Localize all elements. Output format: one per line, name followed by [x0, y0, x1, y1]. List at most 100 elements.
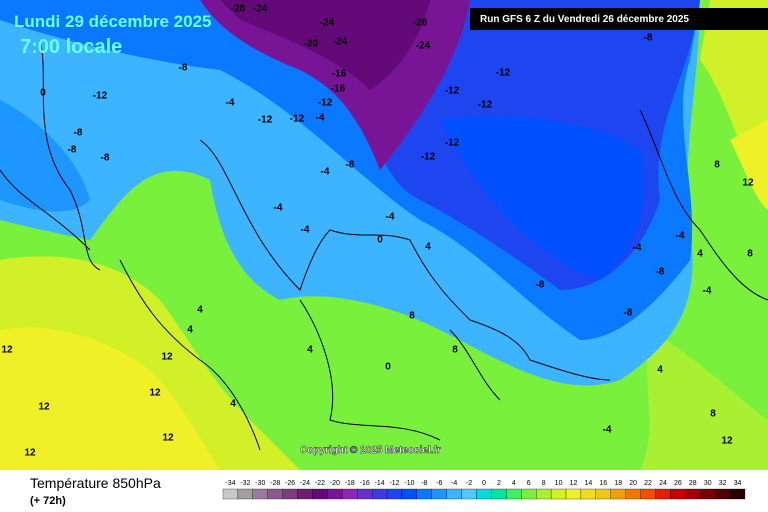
scale-swatch — [252, 488, 268, 500]
scale-swatch — [521, 488, 537, 500]
scale-swatch — [431, 488, 447, 500]
scale-swatch — [595, 488, 611, 500]
scale-label: -14 — [375, 480, 385, 487]
contour-label: 12 — [24, 448, 36, 459]
contour-label: -4 — [633, 243, 642, 254]
contour-label: -16 — [331, 84, 346, 95]
contour-label: -12 — [318, 98, 333, 109]
contour-labels: -28 -24-24-20 -24-28-24-16-16-8-120-8-8-8-… — [1, 4, 754, 459]
forecast-time: 7:00 locale — [20, 36, 122, 58]
contour-label: 12 — [721, 436, 733, 447]
contour-label: -28 — [413, 18, 428, 29]
contour-label: -4 — [316, 113, 325, 124]
scale-swatch — [550, 488, 567, 500]
scale-swatch — [625, 488, 641, 500]
scale-swatch — [297, 488, 313, 500]
scale-swatch — [670, 488, 686, 500]
scale-label: -34 — [225, 480, 235, 487]
contour-label: 12 — [742, 178, 754, 189]
contour-label: 0 — [385, 362, 391, 373]
scale-swatch — [222, 488, 239, 500]
scale-swatch — [282, 488, 298, 500]
scale-swatch — [536, 488, 552, 500]
contour-label: -8 — [346, 160, 355, 171]
scale-label: 14 — [585, 480, 593, 487]
footer-lead: (+ 72h) — [30, 495, 66, 507]
contour-label: -12 — [496, 68, 511, 79]
scale-swatch — [685, 488, 701, 500]
contour-label: 8 — [747, 249, 753, 260]
contour-label: 4 — [230, 399, 236, 410]
contour-label: 12 — [1, 345, 13, 356]
contour-label: -28 — [231, 4, 246, 15]
scale-label: 12 — [570, 480, 578, 487]
contour-label: 4 — [425, 242, 431, 253]
contour-label: -12 — [290, 114, 305, 125]
contour-label: 8 — [452, 345, 458, 356]
scale-label: 30 — [704, 480, 712, 487]
scale-label: -22 — [315, 480, 325, 487]
contour-label: 4 — [187, 325, 193, 336]
run-box — [470, 8, 768, 30]
scale-label: -10 — [404, 480, 414, 487]
contour-label: -4 — [321, 167, 330, 178]
contour-label: 12 — [161, 352, 173, 363]
contour-label: -8 — [101, 153, 110, 164]
contour-label: -12 — [478, 100, 493, 111]
scale-swatch — [506, 488, 522, 500]
scale-swatch — [655, 488, 671, 500]
scale-label: -6 — [436, 480, 442, 487]
scale-swatch — [386, 488, 403, 500]
contour-label: 8 — [409, 311, 415, 322]
scale-label: -24 — [300, 480, 310, 487]
scale-label: 16 — [599, 480, 607, 487]
scale-label: -16 — [360, 480, 370, 487]
contour-label: -8 — [179, 63, 188, 74]
scale-swatch — [640, 488, 656, 500]
scale-swatch — [610, 488, 626, 500]
scale-swatch — [715, 488, 731, 500]
scale-swatch — [580, 488, 597, 500]
scale-label: -28 — [270, 480, 280, 487]
coastlines — [0, 39, 768, 451]
scale-label: -8 — [421, 480, 427, 487]
contour-label: -24 — [333, 37, 348, 48]
scale-label: -12 — [389, 480, 399, 487]
contour-label: 0 — [40, 88, 46, 99]
scale-label: 0 — [482, 480, 486, 487]
scale-label: 8 — [542, 480, 546, 487]
footer-title: Température 850hPa — [30, 475, 161, 491]
scale-label: 4 — [512, 480, 516, 487]
contour-label: 4 — [657, 365, 663, 376]
scale-swatch — [565, 488, 582, 500]
scale-swatch — [491, 488, 507, 500]
contour-label: -4 — [226, 98, 235, 109]
contour-label: 12 — [38, 402, 50, 413]
scale-swatch — [700, 488, 716, 500]
scale-label: 6 — [527, 480, 531, 487]
scale-swatch — [312, 488, 328, 500]
scale-label: 26 — [674, 480, 682, 487]
scale-label: -18 — [345, 480, 355, 487]
scale-swatch — [342, 488, 358, 500]
contour-label: -8 — [68, 145, 77, 156]
scale-label: -32 — [240, 480, 250, 487]
scale-label: 18 — [614, 480, 622, 487]
scale-label: 24 — [659, 480, 667, 487]
contour-label: 4 — [307, 345, 313, 356]
scale-swatch — [416, 488, 432, 500]
scale-label: 34 — [734, 480, 742, 487]
scale-label: -2 — [466, 480, 472, 487]
scale-label: 28 — [689, 480, 697, 487]
scale-label: 32 — [719, 480, 727, 487]
contour-label: -12 — [93, 91, 108, 102]
contour-label: 4 — [197, 305, 203, 316]
contour-label: -4 — [386, 212, 395, 223]
contour-label: 8 — [710, 409, 716, 420]
contour-label: -4 — [301, 225, 310, 236]
map-background — [0, 0, 768, 470]
forecast-date: Lundi 29 décembre 2025 — [14, 12, 211, 31]
contour-label: -8 — [624, 308, 633, 319]
contour-label: -24 — [320, 18, 335, 29]
